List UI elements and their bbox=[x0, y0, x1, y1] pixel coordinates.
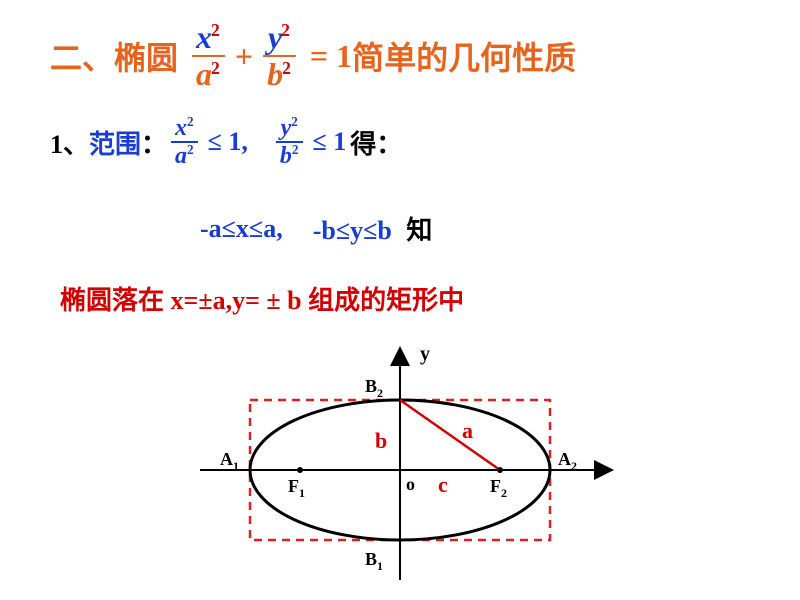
focus-f2-dot bbox=[497, 467, 503, 473]
frac-den-var: a bbox=[196, 56, 212, 92]
focus-f1-dot bbox=[297, 467, 303, 473]
ellipse-diagram: y B2 B1 A1 A2 F1 F2 o b a c bbox=[170, 330, 630, 590]
f-den: b bbox=[280, 143, 292, 169]
title-line: 二、 椭圆 x2 a2 + y2 b2 = 1 简单的几何性质 bbox=[50, 20, 576, 92]
ineq-part2: -b≤y≤b bbox=[313, 216, 392, 245]
label-f1: F1 bbox=[288, 476, 305, 500]
range-frac1: x2 a2 bbox=[171, 115, 198, 170]
f-den: a bbox=[175, 143, 187, 169]
inequality-line: -a≤x≤a, -b≤y≤b 知 bbox=[200, 210, 432, 247]
label-b1: B1 bbox=[365, 549, 383, 573]
label-b: b bbox=[375, 428, 387, 453]
title-word1: 椭圆 bbox=[114, 33, 178, 79]
label-c: c bbox=[438, 472, 448, 497]
ineq-part1: -a≤x≤a, bbox=[200, 214, 283, 244]
title-plus: + bbox=[235, 38, 253, 75]
range-label: 1、 bbox=[50, 124, 89, 161]
rect-t1: 椭圆落在 bbox=[60, 286, 164, 315]
title-prefix: 二、 bbox=[50, 33, 114, 79]
frac-num-var: x bbox=[196, 19, 212, 55]
rect-statement: 椭圆落在 x=±a,y= ± b 组成的矩形中 bbox=[60, 280, 464, 317]
a-segment bbox=[400, 400, 500, 470]
y-axis-label: y bbox=[420, 343, 430, 365]
f-num: x bbox=[175, 115, 187, 141]
range-colon: ： bbox=[141, 124, 167, 161]
label-f2: F2 bbox=[490, 476, 507, 500]
rect-t3: 组成的矩形中 bbox=[308, 286, 464, 315]
frac-den-var: b bbox=[267, 56, 283, 92]
label-origin: o bbox=[406, 474, 415, 494]
label-b2: B2 bbox=[365, 376, 383, 400]
f-num: y bbox=[281, 115, 292, 141]
title-eqrhs: = 1 bbox=[310, 38, 352, 75]
title-suffix: 简单的几何性质 bbox=[352, 33, 576, 79]
title-frac1: x2 a2 bbox=[192, 20, 225, 92]
ineq-word: 知 bbox=[406, 216, 432, 245]
range-rel1: ≤ 1, bbox=[208, 127, 248, 157]
range-rel2: ≤ 1 bbox=[313, 127, 347, 157]
range-word2: 得： bbox=[350, 124, 402, 161]
range-line: 1、 范围 ： x2 a2 ≤ 1, y2 b2 ≤ 1 得： bbox=[50, 115, 402, 170]
range-frac2: y2 b2 bbox=[276, 115, 303, 170]
range-word: 范围 bbox=[89, 124, 141, 161]
rect-t2: x=±a,y= ± b bbox=[171, 286, 302, 315]
title-frac2: y2 b2 bbox=[263, 20, 296, 92]
label-a: a bbox=[462, 418, 473, 443]
